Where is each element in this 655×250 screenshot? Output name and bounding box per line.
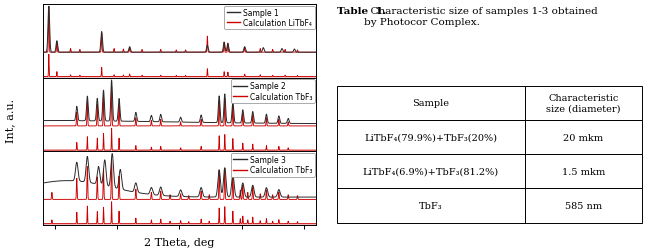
Text: LiTbF₄(79.9%)+TbF₃(20%): LiTbF₄(79.9%)+TbF₃(20%): [364, 133, 497, 142]
Text: Characteristic
size (diameter): Characteristic size (diameter): [546, 94, 621, 113]
Legend: Sample 1, Calculation LiTbF₄: Sample 1, Calculation LiTbF₄: [225, 6, 314, 30]
Text: Characteristic size of samples 1-3 obtained
by Photocor Complex.: Characteristic size of samples 1-3 obtai…: [364, 7, 597, 26]
Bar: [525, 154, 642, 189]
Text: 1.5 mkm: 1.5 mkm: [562, 167, 605, 176]
Bar: [525, 120, 642, 154]
Legend: Sample 3, Calculation TbF₃: Sample 3, Calculation TbF₃: [231, 153, 314, 177]
Text: TbF₃: TbF₃: [419, 201, 443, 210]
Text: Int, a.u.: Int, a.u.: [5, 98, 15, 142]
Text: 20 mkm: 20 mkm: [563, 133, 603, 142]
Legend: Sample 2, Calculation TbF₃: Sample 2, Calculation TbF₃: [231, 80, 314, 104]
Bar: [337, 154, 525, 189]
Bar: [337, 86, 525, 120]
Text: Sample: Sample: [412, 99, 449, 108]
Text: LiTbF₄(6.9%)+TbF₃(81.2%): LiTbF₄(6.9%)+TbF₃(81.2%): [363, 167, 499, 176]
X-axis label: 2 Theta, deg: 2 Theta, deg: [144, 237, 215, 247]
Text: 585 nm: 585 nm: [565, 201, 602, 210]
Bar: [525, 189, 642, 223]
Bar: [337, 189, 525, 223]
Bar: [525, 86, 642, 120]
Text: Table  1.: Table 1.: [337, 7, 386, 16]
Bar: [337, 120, 525, 154]
